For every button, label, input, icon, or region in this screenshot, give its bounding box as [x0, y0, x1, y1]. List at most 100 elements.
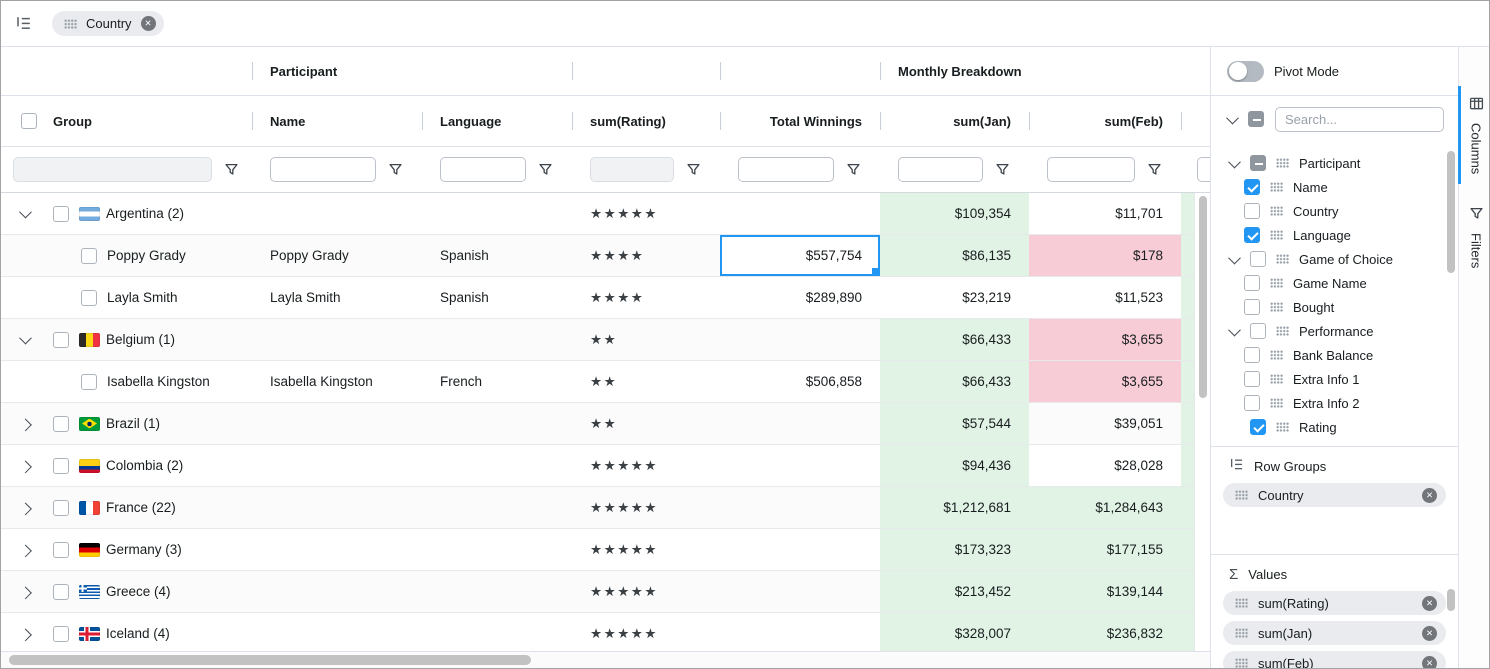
cell-name[interactable]	[252, 571, 422, 612]
cell-total-winnings[interactable]	[720, 613, 880, 651]
cell-sum-jan[interactable]: $66,433	[880, 361, 1029, 402]
cell-sum-jan[interactable]: $66,433	[880, 319, 1029, 360]
cell-rating-stars[interactable]: ★★★★★	[590, 583, 659, 599]
column-header-feb[interactable]: sum(Feb)	[1029, 96, 1181, 146]
vertical-scrollbar[interactable]	[1194, 193, 1210, 651]
select-all-columns-checkbox[interactable]	[1248, 111, 1264, 127]
expand-group-icon[interactable]	[15, 418, 35, 432]
vertical-scrollbar-thumb[interactable]	[1198, 196, 1207, 398]
filter-menu-icon[interactable]	[685, 162, 702, 177]
row-group-chip[interactable]: Country	[1223, 483, 1446, 507]
remove-group-icon[interactable]	[140, 16, 156, 31]
tab-filters[interactable]: Filters	[1458, 196, 1489, 278]
group-cell[interactable]: Argentina (2)	[1, 193, 252, 234]
cell-language[interactable]	[422, 487, 572, 528]
group-cell[interactable]: Brazil (1)	[1, 403, 252, 444]
cell-total-winnings[interactable]: $506,858	[805, 374, 862, 389]
cell-sum-jan[interactable]: $23,219	[962, 290, 1011, 305]
filter-input-feb[interactable]	[1047, 157, 1135, 182]
values-scrollbar-thumb[interactable]	[1447, 589, 1455, 611]
drag-grip-icon[interactable]	[64, 18, 77, 29]
group-cell[interactable]: France (22)	[1, 487, 252, 528]
cell-rating-stars[interactable]: ★★★★	[590, 247, 645, 263]
cell-sum-feb[interactable]: $178	[1029, 235, 1181, 276]
cell-language[interactable]	[422, 613, 572, 651]
filter-input-winnings[interactable]	[738, 157, 834, 182]
cell-rating-stars[interactable]: ★★	[590, 415, 618, 431]
cell-language[interactable]: Spanish	[440, 248, 489, 263]
row-select-checkbox[interactable]	[53, 499, 69, 516]
cell-sum-feb[interactable]: $139,144	[1029, 571, 1181, 612]
cell-sum-feb[interactable]: $177,155	[1029, 529, 1181, 570]
drag-grip-icon[interactable]	[1276, 158, 1289, 168]
collapse-group-icon[interactable]	[1227, 251, 1241, 264]
drag-grip-icon[interactable]	[1276, 422, 1289, 432]
filter-menu-icon[interactable]	[1146, 162, 1163, 177]
row-select-checkbox[interactable]	[53, 205, 69, 222]
pivot-mode-toggle[interactable]	[1227, 60, 1264, 82]
row-select-checkbox[interactable]	[53, 625, 69, 642]
column-checkbox[interactable]	[1244, 299, 1260, 315]
remove-icon[interactable]	[1422, 625, 1437, 641]
cell-sum-feb[interactable]: $3,655	[1029, 319, 1181, 360]
cell-rating-stars[interactable]: ★★	[590, 373, 618, 389]
remove-icon[interactable]	[1422, 595, 1437, 611]
column-item-bank-balance[interactable]: Bank Balance	[1211, 343, 1458, 367]
group-cell[interactable]: Poppy Grady	[1, 235, 252, 276]
drag-grip-icon[interactable]	[1270, 374, 1283, 384]
column-item-rating[interactable]: Rating	[1211, 415, 1458, 439]
cell-sum-feb[interactable]: $39,051	[1114, 416, 1163, 431]
expand-group-icon[interactable]	[15, 628, 35, 642]
collapse-group-icon[interactable]	[15, 331, 35, 345]
cell-name[interactable]	[252, 613, 422, 651]
column-checkbox[interactable]	[1250, 419, 1266, 435]
cell-sum-feb[interactable]: $11,523	[1115, 290, 1163, 305]
cell-sum-jan[interactable]: $173,323	[880, 529, 1029, 570]
cell-language[interactable]	[422, 193, 572, 234]
column-item-game-of-choice[interactable]: Game of Choice	[1211, 247, 1458, 271]
cell-sum-jan[interactable]: $1,212,681	[880, 487, 1029, 528]
cell-total-winnings[interactable]	[720, 529, 880, 570]
column-item-language[interactable]: Language	[1211, 223, 1458, 247]
expand-group-icon[interactable]	[15, 586, 35, 600]
cell-name[interactable]	[252, 319, 422, 360]
group-cell[interactable]: Greece (4)	[1, 571, 252, 612]
cell-rating-stars[interactable]: ★★	[590, 331, 618, 347]
cell-name[interactable]	[252, 193, 422, 234]
row-select-checkbox[interactable]	[53, 541, 69, 558]
group-cell[interactable]: Germany (3)	[1, 529, 252, 570]
drag-grip-icon[interactable]	[1270, 182, 1283, 192]
cell-sum-jan[interactable]: $109,354	[880, 193, 1029, 234]
filter-input-group[interactable]	[13, 157, 212, 182]
cell-name[interactable]	[252, 529, 422, 570]
filter-menu-icon[interactable]	[994, 162, 1011, 177]
filter-input-jan[interactable]	[898, 157, 983, 182]
row-select-checkbox[interactable]	[81, 289, 97, 306]
drag-grip-icon[interactable]	[1270, 230, 1283, 240]
cell-name[interactable]	[252, 487, 422, 528]
cell-rating-stars[interactable]: ★★★★★	[590, 457, 659, 473]
drag-grip-icon[interactable]	[1270, 398, 1283, 408]
cell-language[interactable]: French	[440, 374, 483, 389]
drag-grip-icon[interactable]	[1235, 490, 1248, 500]
column-item-name[interactable]: Name	[1211, 175, 1458, 199]
column-checkbox[interactable]	[1250, 323, 1266, 339]
drag-grip-icon[interactable]	[1276, 254, 1289, 264]
cell-name[interactable]: Poppy Grady	[270, 248, 349, 263]
expand-group-icon[interactable]	[15, 460, 35, 474]
column-header-winnings[interactable]: Total Winnings	[720, 96, 880, 146]
cell-sum-jan[interactable]: $86,135	[880, 235, 1029, 276]
filter-menu-icon[interactable]	[537, 162, 554, 177]
expand-all-chevron-icon[interactable]	[1226, 111, 1239, 124]
cell-name[interactable]: Layla Smith	[270, 290, 341, 305]
drag-grip-icon[interactable]	[1270, 350, 1283, 360]
filter-input-language[interactable]	[440, 157, 526, 182]
filter-menu-icon[interactable]	[845, 162, 862, 177]
remove-icon[interactable]	[1422, 487, 1437, 503]
column-checkbox[interactable]	[1244, 179, 1260, 195]
filter-menu-icon[interactable]	[387, 162, 404, 177]
horizontal-scrollbar-thumb[interactable]	[9, 655, 531, 665]
column-item-extra-info-2[interactable]: Extra Info 2	[1211, 391, 1458, 415]
cell-rating-stars[interactable]: ★★★★	[590, 289, 645, 305]
filter-input-rating[interactable]	[590, 157, 674, 182]
